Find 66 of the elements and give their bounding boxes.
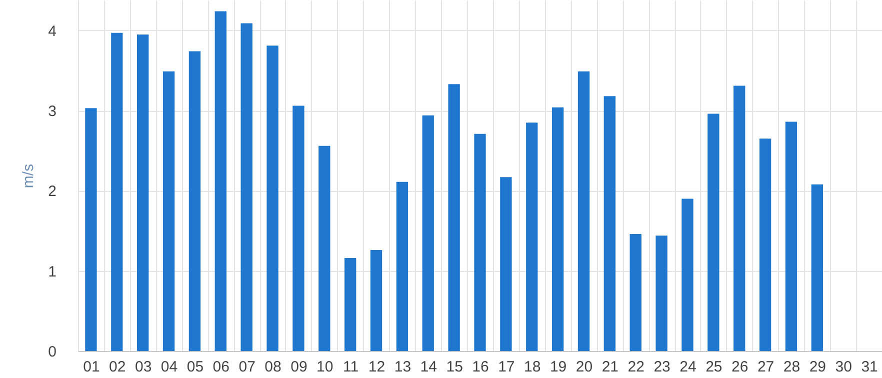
bar: [526, 122, 538, 351]
x-tick-label: 06: [212, 358, 230, 376]
bar: [682, 198, 694, 351]
x-tick-label: 03: [134, 358, 152, 376]
bar: [708, 114, 720, 351]
x-tick-label: 11: [343, 358, 359, 376]
bar: [759, 138, 772, 351]
x-tick-label: 05: [186, 358, 204, 376]
x-tick-label: 19: [550, 358, 567, 376]
x-tick-label: 26: [732, 358, 748, 376]
x-tick-label: 21: [602, 358, 619, 376]
x-tick-label: 27: [757, 358, 774, 376]
bar: [85, 108, 97, 351]
bar: [111, 32, 123, 351]
y-axis-title: m/s: [20, 164, 38, 188]
y-tick-label: 0: [48, 344, 56, 360]
bar: [214, 11, 226, 351]
bar: [734, 86, 746, 351]
bar: [318, 146, 330, 351]
y-tick-label: 4: [48, 22, 56, 40]
x-tick-label: 20: [576, 358, 593, 376]
x-tick-label: 15: [446, 358, 463, 376]
bar: [474, 134, 486, 351]
x-tick-label: 17: [498, 358, 515, 376]
x-tick-label: 24: [680, 358, 696, 376]
bar: [500, 177, 512, 351]
x-tick-label: 22: [628, 358, 644, 376]
x-tick-label: 25: [706, 358, 722, 376]
bar: [552, 107, 564, 351]
bar: [137, 34, 149, 351]
x-tick-label: 01: [83, 358, 100, 376]
bar: [811, 184, 823, 351]
x-tick-label: 08: [264, 358, 282, 376]
x-tick-label: 04: [160, 358, 178, 376]
bar: [188, 51, 201, 351]
x-tick-label: 07: [238, 358, 256, 376]
x-tick-label: 30: [835, 358, 852, 376]
bar: [422, 115, 434, 351]
bar: [396, 182, 408, 351]
x-tick-label: 18: [524, 358, 541, 376]
bar: [630, 234, 642, 351]
bar: [785, 122, 798, 351]
x-tick-label: 13: [394, 358, 412, 376]
bar: [578, 71, 590, 351]
bar: [370, 250, 382, 351]
x-tick-label: 12: [368, 358, 386, 376]
x-tick-label: 29: [809, 358, 826, 376]
bar: [240, 23, 252, 351]
x-tick-label: 31: [861, 358, 878, 376]
x-tick-label: 28: [783, 358, 800, 376]
bar: [266, 46, 278, 351]
bar: [292, 106, 304, 351]
bar: [344, 258, 356, 351]
y-tick-label: 1: [48, 263, 56, 280]
x-tick-label: 16: [472, 358, 489, 376]
x-tick-label: 14: [420, 358, 437, 376]
y-tick-label: 2: [48, 183, 56, 200]
x-tick-label: 02: [109, 358, 126, 376]
bar: [162, 71, 175, 351]
x-tick-label: 09: [290, 358, 308, 376]
x-tick-label: 10: [316, 358, 334, 376]
bar: [604, 96, 616, 351]
y-tick-label: 3: [48, 103, 56, 120]
bar: [656, 236, 668, 351]
bar: [448, 84, 460, 351]
x-tick-label: 23: [654, 358, 670, 376]
